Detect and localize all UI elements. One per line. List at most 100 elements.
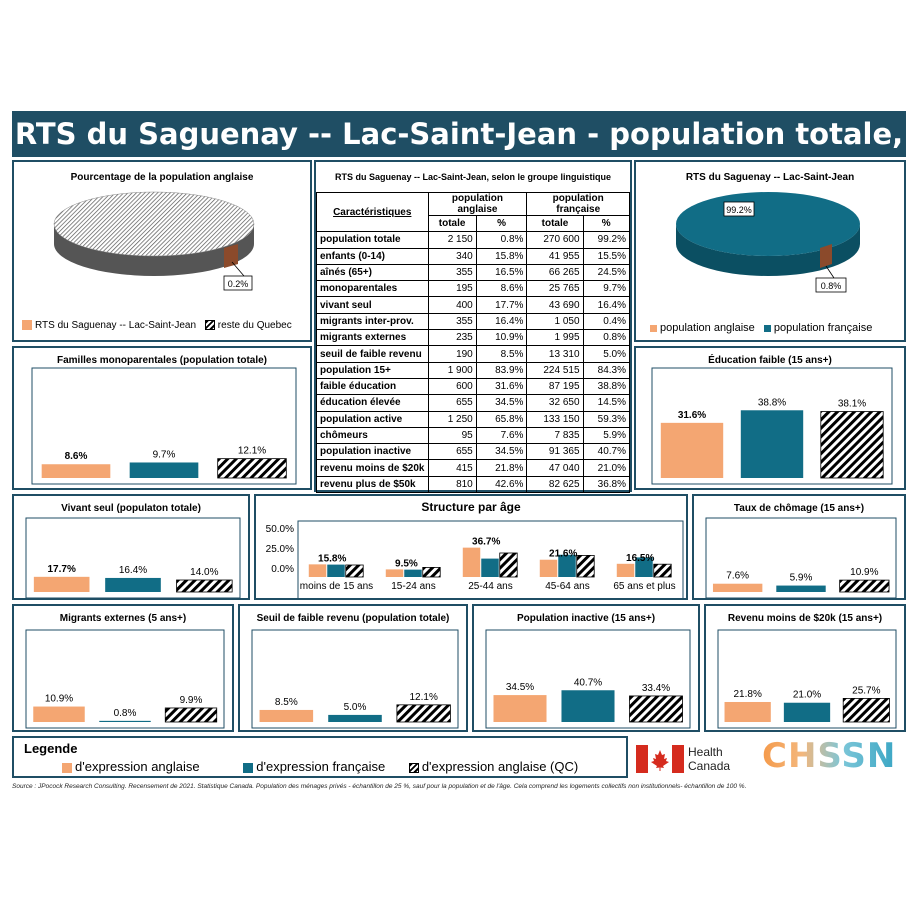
table-row: chômeurs 95 7.6% 7 835 5.9% <box>316 426 631 445</box>
bar-1 <box>99 720 151 722</box>
age-bar <box>635 557 653 577</box>
bar-0 <box>41 464 111 478</box>
pie-right-legend: population anglaise population française <box>650 322 872 334</box>
pie-left-small-label: 0.2% <box>227 279 249 289</box>
row-label: population totale <box>316 231 429 249</box>
pie-left-chart <box>53 191 255 291</box>
bar-chart-title: Population inactive (15 ans+) <box>516 613 656 624</box>
table-row: faible éducation 600 31.6% 87 195 38.8% <box>316 377 631 396</box>
cell-a: 400 <box>427 296 477 314</box>
cell-fp: 5.0% <box>582 345 631 363</box>
cell-fp: 0.4% <box>582 312 631 331</box>
cell-fp: 14.5% <box>582 394 631 412</box>
bar-1 <box>776 585 826 592</box>
legend-swatch-anglaise <box>22 320 32 331</box>
table-row: population 15+ 1 900 83.9% 224 515 84.3% <box>316 361 631 379</box>
cell-f: 7 835 <box>526 426 584 445</box>
plot-frame <box>705 517 897 598</box>
cell-a: 1 900 <box>427 361 477 379</box>
bar-chart-panel: Structure par âge 50.0% 25.0% 0.0% 15.8% moin… <box>254 494 688 600</box>
age-bar <box>539 559 558 577</box>
y-tick-label: 25.0% <box>266 544 294 555</box>
age-data-label: 15.8% <box>318 553 346 564</box>
legend-swatch-anglaise <box>650 324 657 332</box>
plot-frame <box>485 629 691 729</box>
bar-label: 7.6% <box>726 571 749 582</box>
row-label: éducation élevée <box>316 394 429 412</box>
bar-0 <box>660 422 724 478</box>
cell-ap: 8.6% <box>475 280 528 298</box>
table-row: aînés (65+) 355 16.5% 66 265 24.5% <box>316 263 631 282</box>
pie-right-slice-small <box>820 244 832 268</box>
pie-left-side <box>54 224 254 276</box>
cell-f: 32 650 <box>526 394 584 412</box>
age-bar <box>616 563 635 577</box>
bar-label: 8.6% <box>65 451 88 462</box>
bar-chart-panel: Familles monoparentales (population tota… <box>12 346 312 490</box>
cell-f: 1 050 <box>526 312 584 331</box>
legend-swatch-anglaise <box>62 762 72 773</box>
bar-2 <box>164 707 218 723</box>
bar-chart-panel: Population inactive (15 ans+) 34.5% 40.7% 3… <box>472 604 700 732</box>
cell-f: 87 195 <box>526 377 584 396</box>
row-label: migrants inter-prov. <box>316 312 429 331</box>
age-category-label: 25-44 ans <box>468 581 512 592</box>
row-label: revenu plus de $50k <box>316 475 429 494</box>
table-row: revenu plus de $50k 810 42.6% 82 625 36.8% <box>316 475 631 494</box>
pie-left-title: Pourcentage de la population anglaise <box>70 172 254 183</box>
bar-chart-title: Taux de chômage (15 ans+) <box>733 503 865 514</box>
bar-1 <box>129 462 199 478</box>
cell-fp: 38.8% <box>582 377 631 396</box>
pie-right-panel: RTS du Saguenay -- Lac-Saint-Jean 99.2% … <box>634 160 906 342</box>
health-canada-line1: Health <box>688 745 723 759</box>
bar-label: 5.0% <box>344 702 367 713</box>
cell-f: 25 765 <box>526 280 584 298</box>
cell-ap: 10.9% <box>475 329 528 347</box>
cell-f: 133 150 <box>526 410 584 428</box>
cell-ap: 8.5% <box>475 345 528 363</box>
cell-fp: 0.8% <box>582 329 631 347</box>
bar-label: 17.7% <box>47 564 75 575</box>
bar-chart-title: Migrants externes (5 ans+) <box>59 613 187 624</box>
cell-f: 47 040 <box>526 459 584 477</box>
legend-swatch-francaise <box>763 324 771 332</box>
cell-fp: 40.7% <box>582 443 631 461</box>
cell-f: 43 690 <box>526 296 584 314</box>
age-data-label: 9.5% <box>395 558 418 569</box>
bar-label: 10.9% <box>45 694 73 705</box>
page-title: RTS du Saguenay -- Lac-Saint-Jean - popu… <box>12 111 906 197</box>
bar-chart-panel: Seuil de faible revenu (population total… <box>238 604 468 732</box>
age-data-label: 16.5% <box>626 553 654 564</box>
legend-box: Legende d'expression anglaise d'expressi… <box>12 736 628 778</box>
age-category-label: moins de 15 ans <box>300 581 373 592</box>
row-label: aînés (65+) <box>316 263 429 282</box>
table-row: migrants externes 235 10.9% 1 995 0.8% <box>316 329 631 347</box>
table-row: enfants (0-14) 340 15.8% 41 955 15.5% <box>316 247 631 265</box>
table-row: population totale 2 150 0.8% 270 600 99.2% <box>316 231 631 249</box>
bar-label: 12.1% <box>238 446 266 457</box>
bar-chart-svg: 31.6% 38.8% 38.1% <box>651 367 893 485</box>
bar-0 <box>712 583 763 592</box>
bar-label: 21.0% <box>793 690 821 701</box>
bar-1 <box>783 702 831 722</box>
bar-label: 12.1% <box>409 692 437 703</box>
age-bar <box>499 552 518 578</box>
cell-a: 190 <box>427 345 477 363</box>
pie-left-legend-1: RTS du Saguenay -- Lac-Saint-Jean <box>35 320 197 331</box>
age-bar <box>481 558 499 577</box>
cell-fp: 21.0% <box>582 459 631 477</box>
subheader-total: totale <box>427 214 477 233</box>
cell-a: 95 <box>427 426 477 445</box>
cell-fp: 59.3% <box>582 410 631 428</box>
pie-left-legend-2: reste du Quebec <box>217 320 292 331</box>
legend-title: Legende <box>24 741 78 756</box>
bar-1 <box>328 714 382 722</box>
bar-0 <box>724 701 771 722</box>
pie-left-top <box>53 191 255 257</box>
row-label: migrants externes <box>316 329 429 347</box>
bar-label: 21.8% <box>733 689 761 700</box>
cell-fp: 36.8% <box>582 475 631 494</box>
cell-fp: 9.7% <box>582 280 631 298</box>
row-label: seuil de faible revenu <box>316 345 429 363</box>
bar-label: 10.9% <box>850 567 878 578</box>
